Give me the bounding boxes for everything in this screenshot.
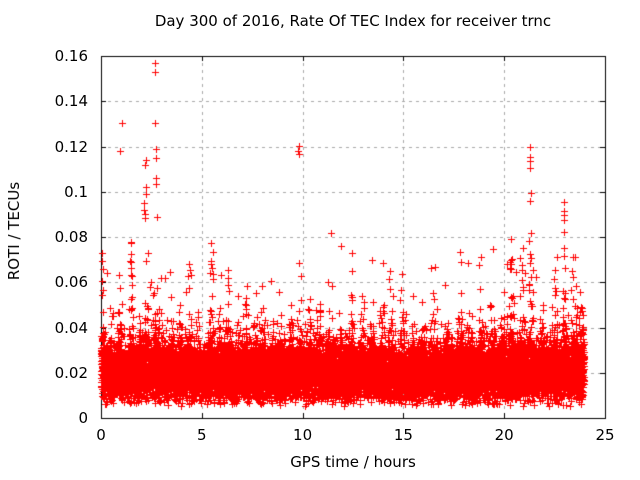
y-tick-label: 0.1 xyxy=(64,182,88,201)
x-axis-label: GPS time / hours xyxy=(290,453,416,471)
x-tick-label: 10 xyxy=(293,426,313,444)
x-tick-label: 0 xyxy=(96,426,106,444)
x-tick-label: 15 xyxy=(393,426,413,444)
y-axis-label: ROTI / TECUs xyxy=(5,181,23,281)
x-tick-label: 20 xyxy=(494,426,514,444)
y-tick-label: 0.12 xyxy=(54,137,88,156)
x-tick-label: 5 xyxy=(197,426,207,444)
y-tick-label: 0.06 xyxy=(54,273,88,292)
y-tick-label: 0.04 xyxy=(54,318,88,337)
y-tick-label: 0.14 xyxy=(54,92,88,111)
x-tick-label: 25 xyxy=(595,426,615,444)
chart-title: Day 300 of 2016, Rate Of TEC Index for r… xyxy=(154,12,552,30)
y-tick-label: 0.02 xyxy=(54,363,88,382)
y-tick-label: 0.16 xyxy=(54,47,88,65)
y-tick-label: 0.08 xyxy=(54,228,88,246)
y-tick-label: 0 xyxy=(78,409,88,427)
